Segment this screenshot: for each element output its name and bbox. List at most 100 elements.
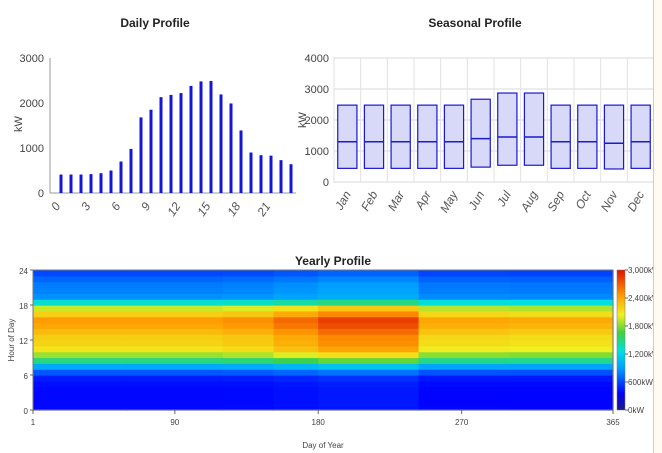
daily-bar	[69, 174, 73, 193]
daily-bar	[149, 109, 153, 193]
heatmap-cell	[509, 328, 614, 335]
heatmap-cell	[418, 369, 511, 376]
heatmap-cell	[318, 392, 420, 399]
heatmap-cell	[33, 351, 128, 359]
heatmap-cell	[318, 345, 420, 353]
seasonal-y-tick: 4000	[305, 53, 329, 65]
heatmap-cell	[273, 351, 319, 359]
daily-bar	[229, 103, 233, 193]
daily-title: Daily Profile	[120, 16, 190, 30]
colorbar-tick: 0kW	[628, 406, 644, 415]
daily-bar	[99, 173, 103, 193]
heatmap-cell	[509, 369, 614, 376]
heatmap-cell	[127, 351, 224, 359]
heatmap-cell	[509, 322, 614, 329]
heatmap-cell	[509, 316, 614, 324]
heatmap-cell	[418, 287, 511, 294]
heatmap-cell	[222, 293, 275, 300]
heatmap-cell	[509, 392, 614, 399]
daily-ylabel: kW	[13, 115, 25, 132]
heatmap-cell	[318, 334, 420, 341]
heatmap-cell	[127, 328, 224, 335]
heatmap-cell	[127, 380, 224, 388]
heatmap-cell	[509, 398, 614, 405]
daily-bar	[249, 152, 253, 193]
heatmap-cell	[273, 305, 319, 312]
heatmap-cell	[509, 281, 614, 289]
heatmap-cell	[509, 345, 614, 353]
heatmap-cell	[509, 375, 614, 382]
heatmap-cell	[33, 404, 128, 411]
heatmap-cell	[222, 404, 275, 411]
yearly-x-ticks: 1 90 180 270 365	[31, 410, 620, 427]
heatmap-cell	[273, 287, 319, 294]
heatmap-cell	[418, 299, 511, 306]
seasonal-ylabel: kW	[297, 111, 309, 128]
daily-x-tick: 15	[194, 199, 213, 218]
daily-bar	[59, 174, 63, 193]
heatmap-cell	[127, 310, 224, 318]
colorbar-tick: 3,000kW	[628, 266, 660, 275]
heatmap-cell	[318, 404, 420, 411]
heatmap-cell	[33, 369, 128, 376]
heatmap-cell	[33, 340, 128, 347]
seasonal-x-tick: Jun	[465, 188, 487, 213]
daily-bar	[159, 97, 163, 193]
daily-y-tick: 2000	[20, 98, 44, 110]
heatmap-cell	[509, 363, 614, 370]
heatmap-cell	[509, 299, 614, 306]
heatmap-cell	[509, 275, 614, 283]
heatmap-cell	[318, 351, 420, 359]
heatmap-cell	[509, 270, 614, 277]
seasonal-x-tick: Jul	[494, 188, 514, 209]
seasonal-box	[603, 104, 625, 170]
heatmap-cell	[418, 275, 511, 283]
heatmap-cell	[33, 281, 128, 289]
heatmap-cell	[127, 305, 224, 312]
heatmap-cell	[127, 322, 224, 329]
heatmap-cell	[127, 398, 224, 405]
daily-bar	[89, 174, 93, 193]
heatmap-cell	[33, 357, 128, 364]
daily-x-tick: 0	[48, 199, 63, 213]
heatmap-cell	[222, 398, 275, 405]
heatmap-cell	[33, 305, 128, 312]
heatmap-cell	[222, 281, 275, 289]
heatmap-cell	[33, 270, 128, 277]
seasonal-y-tick: 3000	[305, 84, 329, 96]
heatmap-cell	[33, 398, 128, 405]
heatmap-cell	[318, 310, 420, 318]
heatmap-cell	[509, 293, 614, 300]
heatmap-cell	[222, 287, 275, 294]
heatmap-cell	[509, 334, 614, 341]
heatmap-cell	[418, 270, 511, 277]
heatmap-cell	[418, 351, 511, 359]
heatmap-cell	[222, 305, 275, 312]
heatmap-cell	[33, 345, 128, 353]
heatmap-cell	[418, 316, 511, 324]
heatmap-cell	[318, 293, 420, 300]
seasonal-title: Seasonal Profile	[428, 16, 522, 30]
yearly-y-tick: 0	[24, 407, 29, 416]
heatmap-cell	[127, 386, 224, 394]
daily-bar	[119, 161, 123, 193]
daily-y-ticks: 0 1000 2000 3000	[20, 53, 44, 200]
heatmap-cell	[33, 363, 128, 370]
heatmap-cell	[273, 404, 319, 411]
heatmap-cell	[418, 334, 511, 341]
seasonal-x-tick: May	[437, 188, 461, 215]
heatmap-cell	[418, 380, 511, 388]
heatmap-cell	[33, 316, 128, 324]
heatmap-cell	[222, 275, 275, 283]
heatmap-cell	[273, 310, 319, 318]
heatmap-cell	[418, 404, 511, 411]
heatmap-cell	[127, 392, 224, 399]
heatmap-cell	[33, 380, 128, 388]
heatmap-cell	[273, 357, 319, 364]
heatmap-cell	[318, 363, 420, 370]
daily-bar	[239, 130, 243, 193]
heatmap-cell	[318, 357, 420, 364]
heatmap-cell	[273, 375, 319, 382]
yearly-y-ticks: 0 6 12 18 24	[19, 267, 33, 416]
